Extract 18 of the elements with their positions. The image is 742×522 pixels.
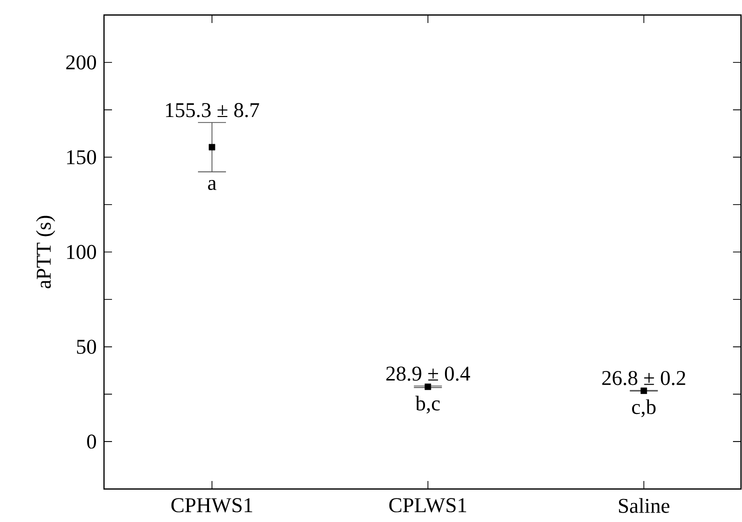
y-tick-label: 150 [67, 150, 96, 164]
y-axis-title: aPTT (s) [36, 216, 56, 288]
annotation: a [208, 180, 216, 190]
annotation: c,b [632, 399, 656, 418]
y-tick-label: 100 [67, 244, 96, 260]
annotation: b,c [415, 396, 440, 414]
point [640, 388, 648, 394]
data-label: 155.3 ± 8.7 [166, 103, 260, 118]
y-tick-label: 50 [77, 340, 96, 354]
data-label: 28.9 ± 0.4 [386, 366, 470, 381]
point [208, 144, 216, 150]
x-tick-label: Saline [618, 498, 670, 513]
y-tick-label: 0 [87, 434, 96, 449]
point [424, 384, 432, 390]
data-label: 26.8 ± 0.2 [602, 370, 686, 386]
y-tick-label: 200 [66, 55, 96, 70]
x-tick-label: CPLWS1 [389, 498, 466, 512]
x-tick-label: CPHWS1 [171, 498, 252, 512]
